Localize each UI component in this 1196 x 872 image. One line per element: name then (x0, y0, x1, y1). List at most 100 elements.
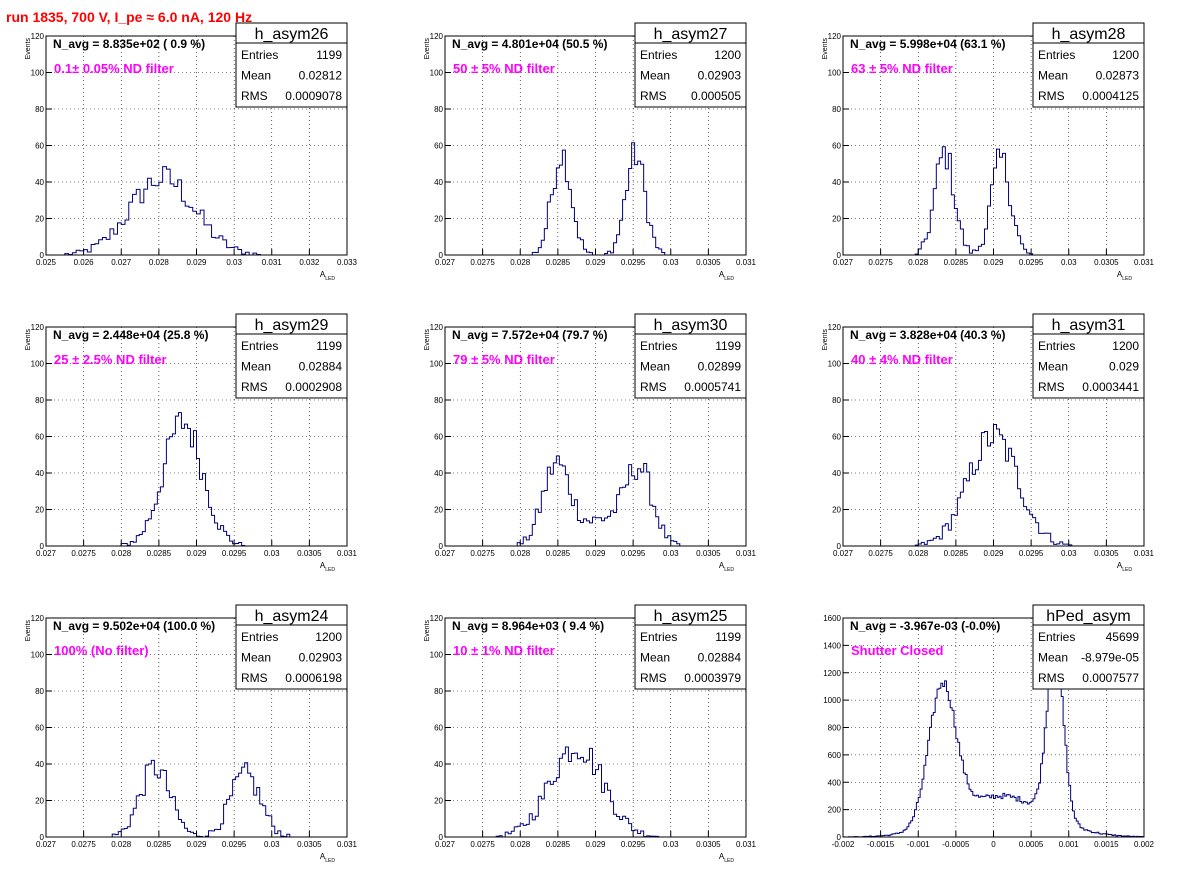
stats-value-rms: 0.0006198 (285, 671, 342, 685)
x-tick-label: 0.0275 (470, 840, 495, 849)
x-axis-title: ALED (1117, 561, 1132, 573)
stats-value-rms: 0.0004125 (1082, 89, 1139, 103)
stats-label-entries: Entries (1038, 48, 1075, 62)
y-tick-label: 20 (832, 506, 841, 515)
x-tick-label: 0.0305 (1094, 258, 1119, 267)
histogram-panel-h_asym28: 0.027 0.0275 0.028 0.0285 0.029 0.0295 0.03 0.0… (822, 22, 1155, 282)
y-axis-title: Events (424, 620, 431, 642)
y-tick-label: 0 (40, 542, 45, 551)
x-tick-label: 0.0295 (222, 549, 247, 558)
histogram-line-h_asym30 (445, 455, 746, 547)
y-tick-label: 80 (434, 396, 443, 405)
y-axis-title: Events (424, 329, 431, 351)
stats-label-entries: Entries (241, 339, 278, 353)
x-tick-label: 0.0275 (470, 258, 495, 267)
x-tick-label: 0.028 (149, 258, 170, 267)
y-tick-label: 0 (439, 251, 444, 260)
x-tick-label: 0.029 (585, 258, 606, 267)
y-tick-label: 80 (35, 105, 44, 114)
x-tick-label: -0.0015 (867, 840, 895, 849)
histogram-panel-hPed_asym: -0.002 -0.0015 -0.001 -0.0005 0 0.0005 0.001 0.… (823, 604, 1155, 849)
stats-value-mean: 0.02903 (299, 651, 343, 665)
y-tick-label: 60 (832, 433, 841, 442)
histogram-panel-h_asym31: 0.027 0.0275 0.028 0.0285 0.029 0.0295 0.03 0.0… (822, 313, 1155, 573)
x-tick-label: 0.031 (736, 258, 757, 267)
stats-box (235, 22, 348, 108)
stats-label-entries: Entries (640, 339, 677, 353)
x-tick-label: 0.027 (435, 258, 456, 267)
x-tick-label: 0.03 (1061, 258, 1077, 267)
stats-label-mean: Mean (1038, 69, 1068, 83)
stats-value-rms: 0.0003979 (684, 671, 741, 685)
filter-label: 0.1± 0.05% ND filter (54, 61, 174, 76)
x-tick-label: 0.029 (186, 549, 207, 558)
x-tick-label: 0.0275 (71, 840, 96, 849)
x-tick-label: 0.001 (1059, 840, 1080, 849)
stats-box (634, 313, 747, 399)
y-tick-label: 40 (832, 178, 841, 187)
y-tick-label: 40 (434, 469, 443, 478)
x-axis-title: ALED (719, 270, 734, 282)
stats-value-rms: 0.0009078 (285, 89, 342, 103)
y-axis-title: Events (25, 329, 32, 351)
navg-label: N_avg = 8.835e+02 ( 0.9 %) (53, 37, 205, 51)
x-tick-label: 0.028 (510, 549, 531, 558)
y-tick-label: 60 (434, 433, 443, 442)
histogram-name: h_asym30 (654, 317, 728, 334)
histogram-line-h_asym31 (843, 424, 1144, 547)
x-tick-label: 0.0295 (621, 840, 646, 849)
navg-label: N_avg = 7.572e+04 (79.7 %) (452, 328, 607, 342)
stats-label-rms: RMS (640, 89, 667, 103)
y-tick-label: 120 (31, 32, 45, 41)
filter-label: 40 ± 4% ND filter (851, 352, 953, 367)
filter-label: 79 ± 5% ND filter (453, 352, 555, 367)
x-tick-label: 0.0305 (696, 549, 721, 558)
histogram-panel-h_asym24: 0.027 0.0275 0.028 0.0285 0.029 0.0295 0.03 0.0… (25, 604, 358, 864)
x-tick-label: 0.03 (663, 840, 679, 849)
stats-value-entries: 45699 (1106, 630, 1140, 644)
y-tick-label: 20 (35, 506, 44, 515)
run-title: run 1835, 700 V, I_pe ≈ 6.0 nA, 120 Hz (6, 9, 253, 25)
y-tick-label: 80 (434, 687, 443, 696)
x-tick-label: 0.025 (36, 258, 57, 267)
y-tick-label: 80 (434, 105, 443, 114)
y-tick-label: 0 (40, 251, 45, 260)
x-tick-label: 0.029 (186, 840, 207, 849)
x-tick-label: 0.002 (1134, 840, 1155, 849)
y-tick-label: 120 (430, 323, 444, 332)
y-tick-label: 60 (434, 724, 443, 733)
stats-box (235, 604, 348, 690)
histogram-line-h_asym27 (445, 142, 746, 256)
stats-value-entries: 1200 (714, 48, 741, 62)
x-tick-label: 0.03 (1061, 549, 1077, 558)
y-tick-label: 0 (837, 542, 842, 551)
x-tick-label: -0.0005 (942, 840, 970, 849)
x-tick-label: 0.0285 (944, 258, 969, 267)
y-tick-label: 1600 (823, 614, 841, 623)
x-tick-label: 0.031 (1134, 258, 1155, 267)
y-tick-label: 20 (832, 215, 841, 224)
x-tick-label: 0.028 (111, 549, 132, 558)
stats-value-entries: 1199 (715, 630, 741, 644)
x-tick-label: 0.029 (983, 258, 1004, 267)
x-tick-label: 0.03 (663, 549, 679, 558)
y-tick-label: 1400 (823, 641, 841, 650)
y-tick-label: 0 (40, 833, 45, 842)
stats-label-entries: Entries (241, 48, 278, 62)
y-tick-label: 80 (832, 105, 841, 114)
y-tick-label: 100 (31, 69, 45, 78)
stats-label-entries: Entries (1038, 339, 1075, 353)
x-tick-label: 0.0305 (696, 258, 721, 267)
stats-value-rms: 0.0003441 (1082, 380, 1139, 394)
stats-label-mean: Mean (640, 360, 670, 374)
filter-label: Shutter Closed (851, 643, 944, 658)
y-tick-label: 120 (828, 32, 842, 41)
x-tick-label: 0.0295 (1019, 258, 1044, 267)
y-tick-label: 100 (430, 651, 444, 660)
stats-value-mean: 0.02812 (299, 69, 343, 83)
y-tick-label: 60 (832, 142, 841, 151)
y-tick-label: 600 (828, 751, 842, 760)
y-tick-label: 40 (35, 760, 44, 769)
y-tick-label: 40 (434, 178, 443, 187)
